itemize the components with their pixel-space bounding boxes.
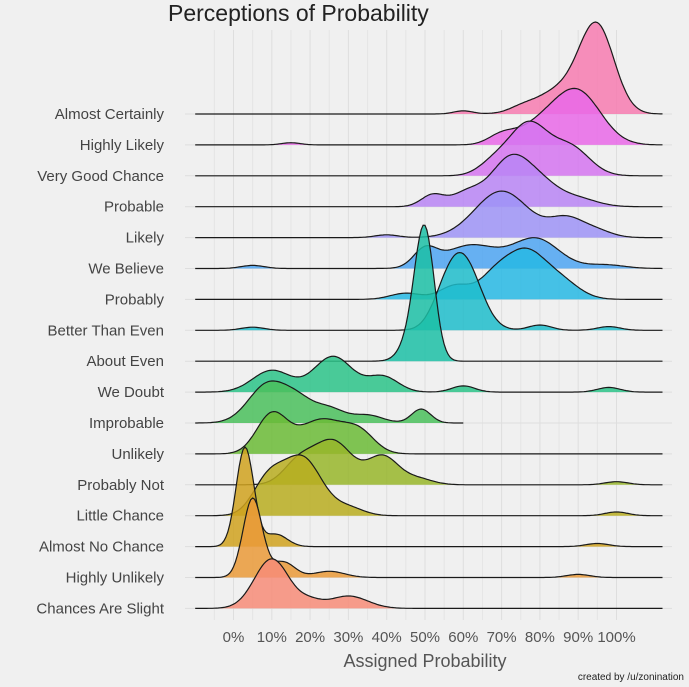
ridge-probable: [195, 153, 663, 208]
ridge-we-doubt: [195, 355, 663, 393]
ridges: [195, 21, 663, 609]
ridge-area: [195, 454, 663, 516]
credit-note: created by /u/zonination: [578, 672, 684, 683]
ridge-outline: [195, 355, 663, 393]
category-label: Highly Likely: [80, 137, 165, 154]
category-label: Probable: [104, 199, 164, 216]
x-axis-title: Assigned Probability: [343, 651, 506, 671]
category-label: Better Than Even: [48, 322, 164, 339]
category-label: We Doubt: [98, 384, 165, 401]
ridge-outline: [195, 87, 663, 146]
ridge-area: [195, 356, 663, 393]
category-label: We Believe: [88, 261, 164, 278]
ridge-outline: [195, 190, 663, 239]
ridge-likely: [195, 190, 663, 239]
x-tick-label: 80%: [525, 629, 555, 646]
x-tick-label: 70%: [487, 629, 517, 646]
category-label: Almost Certainly: [55, 106, 165, 123]
x-tick-label: 20%: [295, 629, 325, 646]
category-labels: Almost Certainly Highly Likely Very Good C…: [36, 106, 164, 617]
x-tick-label: 90%: [563, 629, 593, 646]
ridge-unlikely: [195, 410, 663, 455]
ridge-area: [195, 191, 663, 238]
ridge-improbable: [195, 380, 464, 424]
category-label: Highly Unlikely: [66, 570, 165, 587]
category-label: Little Chance: [76, 508, 164, 525]
ridge-outline: [195, 446, 663, 548]
ridge-area: [195, 411, 663, 454]
ridge-outline: [195, 558, 663, 609]
ridge-area: [195, 22, 663, 114]
ridge-little-chance: [195, 454, 663, 517]
x-tick-label: 10%: [257, 629, 287, 646]
ridge-about-even: [195, 224, 663, 362]
x-tick-label: 50%: [410, 629, 440, 646]
ridge-area: [195, 225, 663, 362]
ridge-chances-are-slight: [195, 558, 663, 609]
x-tick-label: 30%: [333, 629, 363, 646]
ridge-almost-certainly: [195, 21, 663, 115]
category-label: Probably Not: [77, 477, 165, 494]
category-label: Chances Are Slight: [36, 600, 164, 617]
ridge-outline: [195, 153, 663, 208]
category-label: About Even: [86, 353, 164, 370]
ridge-area: [195, 154, 663, 207]
x-tick-label: 60%: [448, 629, 478, 646]
ridge-area: [195, 121, 663, 176]
category-label: Unlikely: [111, 446, 164, 463]
x-tick-label: 100%: [597, 629, 635, 646]
ridge-area: [195, 558, 663, 609]
category-label: Likely: [126, 230, 165, 247]
ridge-outline: [195, 410, 663, 455]
ridge-very-good-chance: [195, 120, 663, 177]
x-axis-ticks: 0% 10% 20% 30% 40% 50% 60% 70% 80% 90% 100%: [223, 629, 636, 646]
ridge-outline: [195, 380, 464, 424]
category-label: Probably: [105, 291, 165, 308]
ridge-outline: [195, 21, 663, 115]
category-label: Almost No Chance: [39, 539, 164, 556]
category-label: Very Good Chance: [37, 168, 164, 185]
ridge-outline: [195, 224, 663, 362]
ridge-outline: [195, 454, 663, 517]
ridge-area: [195, 498, 663, 578]
chart-title: Perceptions of Probability: [168, 0, 429, 26]
category-label: Improbable: [89, 415, 164, 432]
ridge-area: [195, 381, 464, 423]
ridge-outline: [195, 120, 663, 177]
x-tick-label: 0%: [223, 629, 245, 646]
x-tick-label: 40%: [372, 629, 402, 646]
